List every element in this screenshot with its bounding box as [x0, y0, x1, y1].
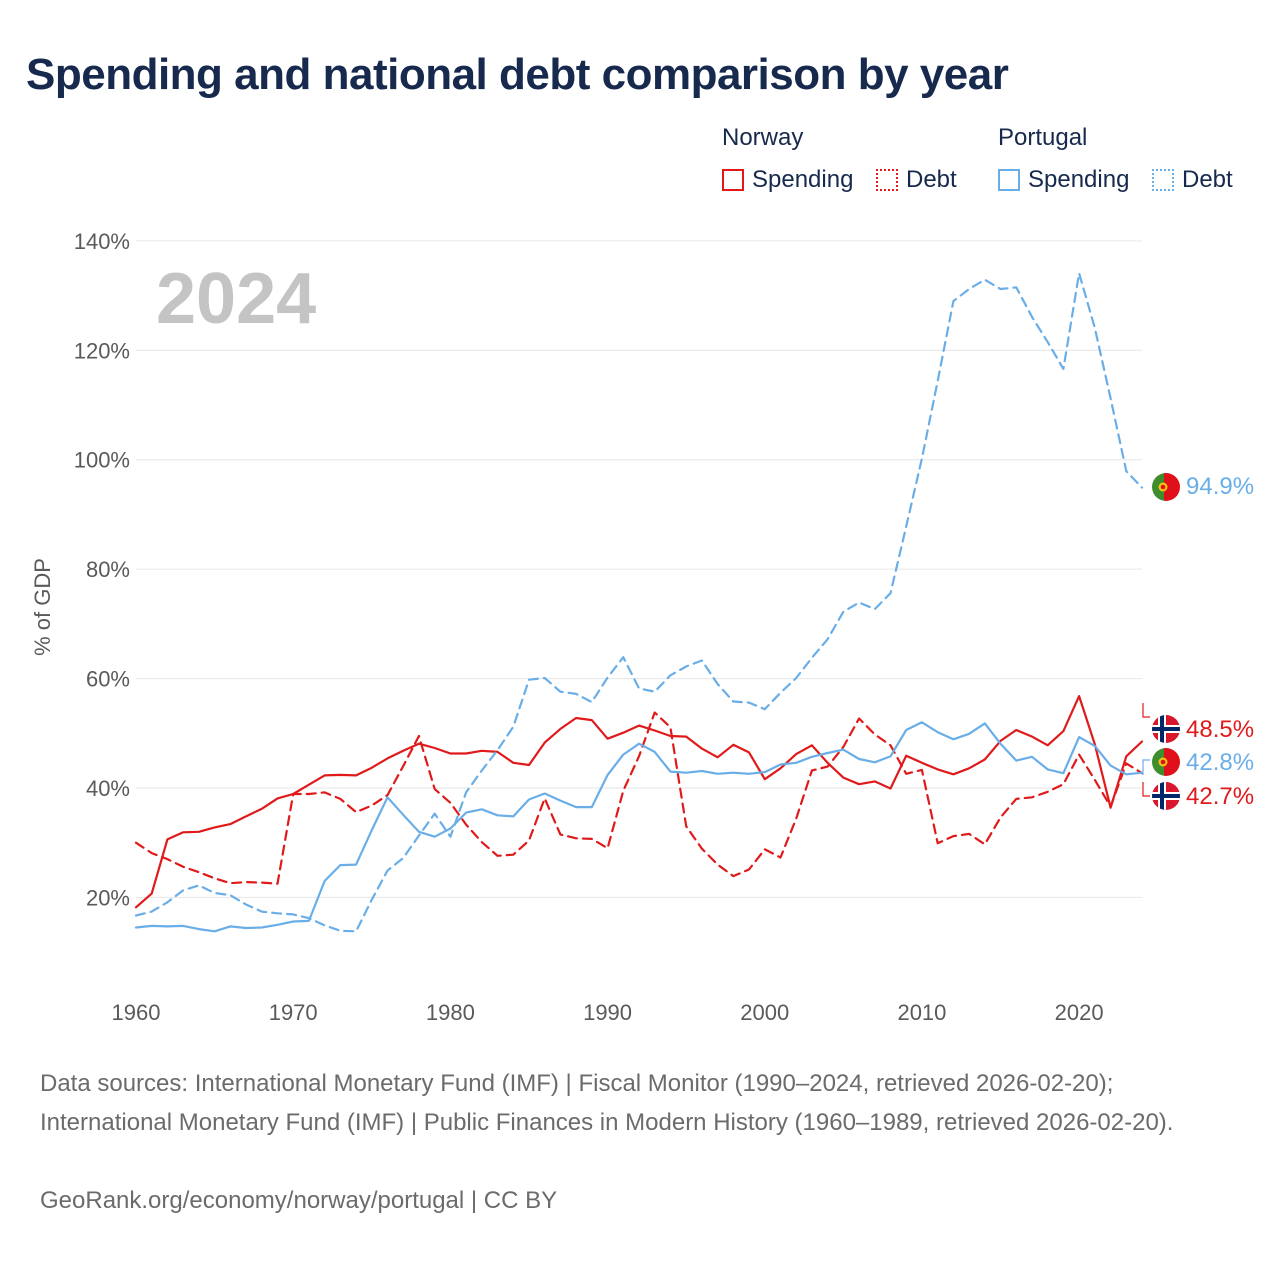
year-watermark: 2024	[156, 259, 316, 339]
dotted-blue-swatch-icon	[1152, 169, 1174, 191]
line-chart: 20% 40% 60% 80% 100% 120% 140% 1960 1970 1980 1990…	[30, 229, 1254, 1025]
x-tick-label: 2000	[740, 1000, 789, 1025]
end-label-norway-debt: 42.7%	[1186, 783, 1254, 810]
portugal-flag-icon	[1152, 473, 1180, 501]
portugal-spending-line	[134, 721, 1144, 933]
solid-red-swatch-icon	[722, 169, 744, 191]
y-tick-label: 100%	[74, 448, 130, 473]
x-tick-label: 1960	[112, 1000, 161, 1025]
end-label-portugal-spending: 42.8%	[1186, 749, 1254, 776]
dotted-red-swatch-icon	[876, 169, 898, 191]
legend-portugal-label: Portugal	[998, 124, 1088, 151]
norway-debt-line	[134, 711, 1144, 885]
norway-spending-connector	[1142, 703, 1150, 718]
end-label-portugal-debt: 94.9%	[1186, 473, 1254, 500]
x-tick-label: 2020	[1055, 1000, 1104, 1025]
y-axis-label: % of GDP	[30, 558, 55, 656]
portugal-spending-connector	[1142, 759, 1150, 775]
legend-portugal-debt-label: Debt	[1182, 166, 1233, 193]
norway-flag-icon	[1152, 715, 1180, 743]
solid-blue-swatch-icon	[998, 169, 1020, 191]
norway-flag-icon	[1152, 782, 1180, 810]
y-tick-label: 80%	[86, 557, 130, 582]
norway-spending-line	[134, 694, 1144, 909]
footer-credit: GeoRank.org/economy/norway/portugal | CC…	[40, 1187, 558, 1214]
y-tick-label: 20%	[86, 885, 130, 910]
x-tick-label: 1990	[583, 1000, 632, 1025]
legend-norway-label: Norway	[722, 124, 804, 151]
legend-portugal-spending[interactable]: Spending	[998, 166, 1129, 194]
portugal-flag-icon	[1152, 748, 1180, 776]
y-tick-label: 40%	[86, 776, 130, 801]
x-tick-label: 1970	[269, 1000, 318, 1025]
legend-norway-spending-label: Spending	[752, 166, 854, 193]
legend-norway-spending[interactable]: Spending	[722, 166, 853, 194]
legend-norway-debt-label: Debt	[906, 166, 957, 193]
legend-portugal-spending-label: Spending	[1028, 166, 1130, 193]
norway-debt-connector	[1142, 782, 1150, 797]
end-label-norway-spending: 48.5%	[1186, 716, 1254, 743]
x-tick-label: 1980	[426, 1000, 475, 1025]
portugal-debt-line	[134, 272, 1144, 933]
y-tick-label: 60%	[86, 667, 130, 692]
chart-title: Spending and national debt comparison by…	[26, 50, 1009, 99]
y-tick-label: 120%	[74, 338, 130, 363]
x-tick-label: 2010	[897, 1000, 946, 1025]
legend-portugal-debt[interactable]: Debt	[1152, 166, 1233, 194]
footer-sources: Data sources: International Monetary Fun…	[40, 1070, 1174, 1136]
legend-norway-debt[interactable]: Debt	[876, 166, 957, 194]
y-tick-label: 140%	[74, 229, 130, 254]
